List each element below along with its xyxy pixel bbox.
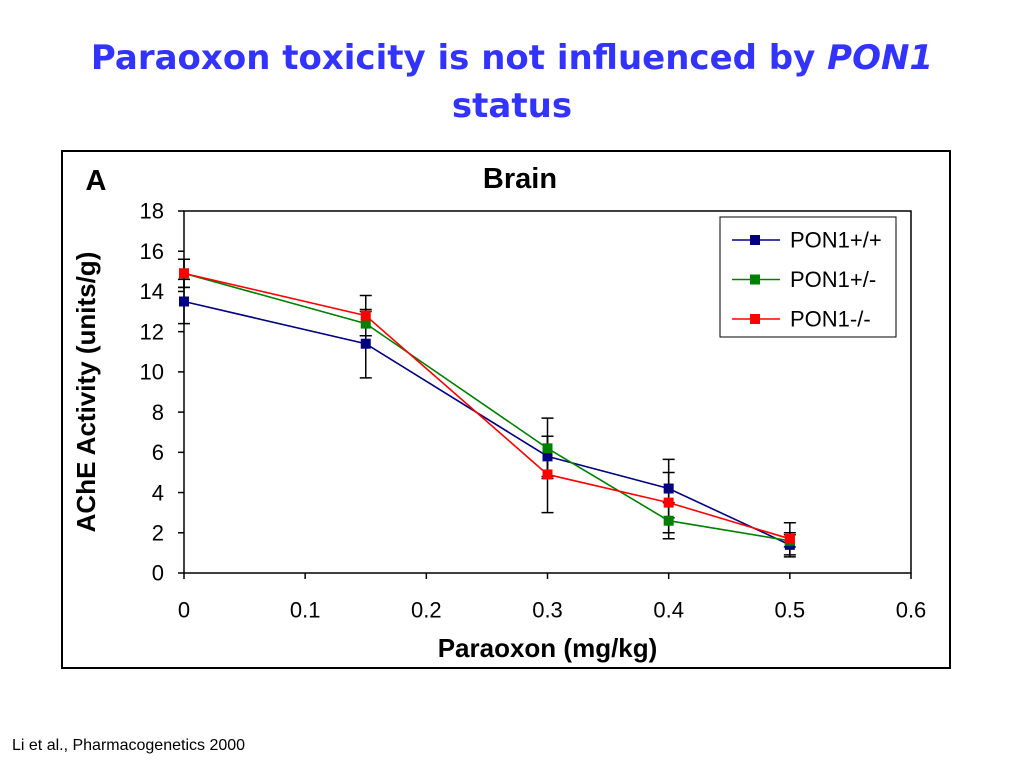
y-tick-label: 2 bbox=[152, 520, 164, 545]
chart-panel: A Brain 0 2 4 6 8 10 12 14 16 18 0 0.1 0.2 0.3 0.4 0.5 0… bbox=[61, 150, 951, 669]
y-tick-label: 10 bbox=[140, 360, 164, 385]
x-tick-label: 0.1 bbox=[290, 598, 321, 623]
y-tick-label: 16 bbox=[140, 239, 164, 264]
x-axis-label: Paraoxon (mg/kg) bbox=[438, 633, 658, 663]
data-point-pon1-minus-minus bbox=[784, 533, 795, 544]
y-axis-label: AChE Activity (units/g) bbox=[71, 252, 101, 533]
slide-title: Paraoxon toxicity is not influenced by P… bbox=[0, 34, 1024, 130]
legend: PON1+/+ PON1+/- PON1-/- bbox=[719, 216, 897, 338]
data-point-pon1-minus-minus bbox=[663, 497, 674, 508]
y-tick-label: 8 bbox=[152, 400, 164, 425]
legend-box bbox=[719, 216, 897, 338]
x-tick-label: 0 bbox=[178, 598, 190, 623]
axis-ticks: 0 2 4 6 8 10 12 14 16 18 0 0.1 0.2 0.3 0.4 0.5 0.6 bbox=[140, 199, 927, 623]
x-tick-label: 0.3 bbox=[532, 598, 563, 623]
data-point-pon1-plus-plus bbox=[360, 338, 371, 349]
data-point-pon1-plus-plus bbox=[663, 483, 674, 494]
y-tick-label: 18 bbox=[140, 199, 164, 224]
data-points bbox=[179, 268, 795, 550]
legend-label: PON1+/- bbox=[790, 267, 876, 292]
x-tick-label: 0.4 bbox=[653, 598, 684, 623]
legend-entry-pon1-minus-minus: PON1-/- bbox=[732, 307, 871, 332]
citation: Li et al., Pharmacogenetics 2000 bbox=[12, 737, 246, 754]
legend-marker bbox=[750, 274, 760, 285]
chart-title: Brain bbox=[483, 163, 557, 195]
data-point-pon1-plus-plus bbox=[542, 451, 553, 462]
y-tick-label: 4 bbox=[152, 480, 164, 505]
y-tick-label: 6 bbox=[152, 440, 164, 465]
y-tick-label: 12 bbox=[140, 319, 164, 344]
y-tick-label: 14 bbox=[140, 279, 164, 304]
slide-title-continuation: status bbox=[451, 86, 573, 126]
data-point-pon1-minus-minus bbox=[542, 469, 553, 480]
data-point-pon1-plus-plus bbox=[179, 296, 189, 307]
data-point-pon1-minus-minus bbox=[179, 268, 189, 279]
legend-label: PON1+/+ bbox=[790, 228, 882, 253]
x-tick-label: 0.2 bbox=[411, 598, 442, 623]
slide-title-text: Paraoxon toxicity is not influenced by bbox=[90, 38, 816, 78]
data-point-pon1-plus-minus bbox=[663, 515, 674, 526]
legend-marker bbox=[750, 235, 760, 245]
legend-marker bbox=[750, 314, 760, 324]
legend-label: PON1-/- bbox=[790, 307, 871, 332]
data-point-pon1-plus-minus bbox=[542, 443, 553, 454]
x-tick-label: 0.6 bbox=[896, 598, 927, 623]
panel-label: A bbox=[86, 165, 107, 197]
y-tick-label: 0 bbox=[152, 561, 164, 586]
legend-entry-pon1-plus-plus: PON1+/+ bbox=[732, 228, 882, 253]
data-point-pon1-minus-minus bbox=[360, 310, 371, 321]
x-tick-label: 0.5 bbox=[775, 598, 806, 623]
slide-title-emphasis: PON1 bbox=[827, 38, 934, 78]
legend-entry-pon1-plus-minus: PON1+/- bbox=[732, 267, 876, 292]
data-point-pon1-plus-minus bbox=[360, 318, 371, 329]
